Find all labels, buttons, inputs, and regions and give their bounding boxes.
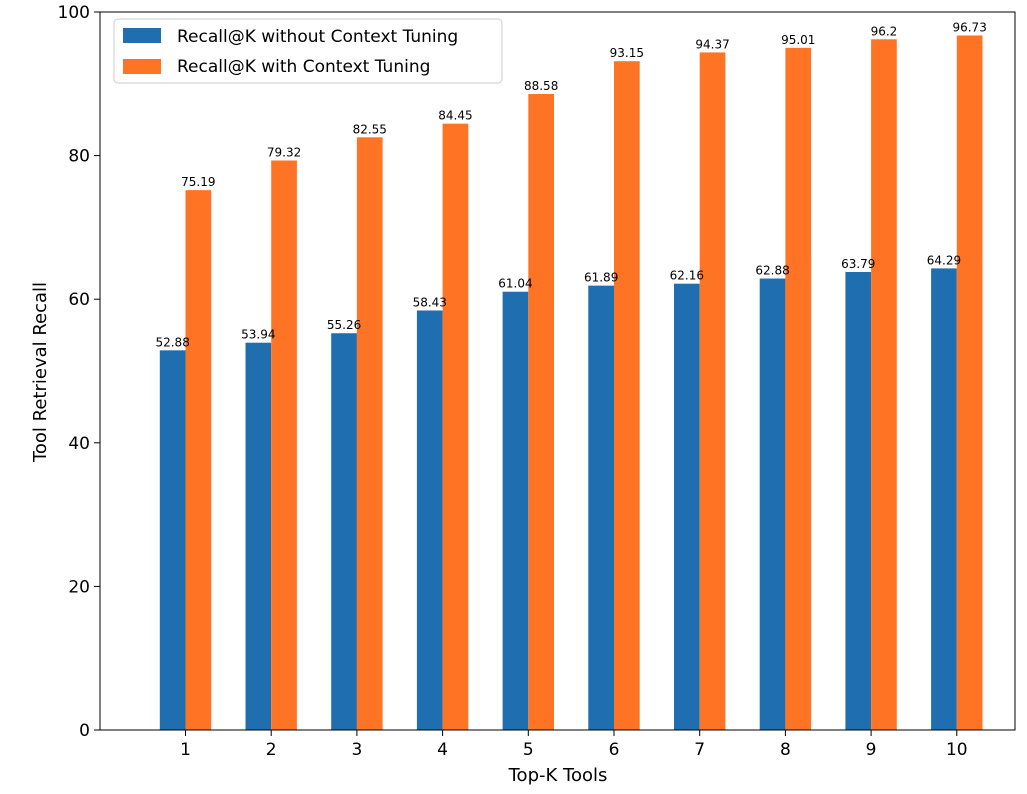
data-label-without-context-tuning-k6: 61.89 [584, 271, 618, 285]
data-label-without-context-tuning-k3: 55.26 [327, 318, 361, 332]
data-label-without-context-tuning-k8: 62.88 [755, 264, 789, 278]
x-tick-label: 7 [694, 740, 705, 760]
y-tick-label: 20 [68, 577, 90, 597]
x-tick-label: 4 [437, 740, 448, 760]
bar-without-context-tuning-k8 [759, 278, 786, 730]
y-tick-label: 100 [58, 3, 90, 23]
legend-swatch-without-context-tuning [123, 28, 161, 43]
x-tick-label: 3 [351, 740, 362, 760]
data-label-without-context-tuning-k2: 53.94 [241, 328, 275, 342]
data-label-without-context-tuning-k9: 63.79 [841, 257, 875, 271]
bar-without-context-tuning-k3 [331, 333, 357, 730]
y-tick-label: 80 [68, 147, 90, 167]
data-label-with-context-tuning-k7: 94.37 [695, 37, 729, 51]
data-label-without-context-tuning-k5: 61.04 [498, 277, 532, 291]
y-tick-label: 40 [68, 434, 90, 454]
data-label-without-context-tuning-k10: 64.29 [927, 253, 961, 267]
bar-without-context-tuning-k7 [674, 283, 700, 730]
data-label-with-context-tuning-k10: 96.73 [952, 20, 986, 34]
bar-without-context-tuning-k10 [931, 268, 957, 730]
data-label-without-context-tuning-k1: 52.88 [155, 335, 189, 349]
bar-with-context-tuning-k6 [614, 61, 640, 731]
y-tick-label: 60 [68, 290, 90, 310]
data-label-with-context-tuning-k9: 96.2 [871, 24, 898, 38]
bar-with-context-tuning-k2 [271, 160, 297, 730]
legend-label-without-context-tuning: Recall@K without Context Tuning [177, 27, 458, 47]
bar-with-context-tuning-k7 [699, 52, 726, 730]
x-tick-label: 1 [180, 740, 191, 760]
data-label-with-context-tuning-k3: 82.55 [353, 122, 387, 136]
bar-with-context-tuning-k9 [871, 39, 897, 731]
x-tick-label: 10 [946, 740, 968, 760]
x-tick-label: 9 [866, 740, 877, 760]
bar-without-context-tuning-k4 [416, 310, 443, 730]
legend-label-with-context-tuning: Recall@K with Context Tuning [177, 57, 430, 77]
data-label-with-context-tuning-k5: 88.58 [524, 79, 558, 93]
bar-with-context-tuning-k3 [356, 137, 383, 730]
data-label-without-context-tuning-k4: 58.43 [413, 295, 447, 309]
bar-with-context-tuning-k8 [785, 47, 812, 731]
x-axis-label: Top-K Tools [508, 765, 608, 786]
bar-without-context-tuning-k6 [588, 285, 614, 730]
bar-without-context-tuning-k1 [159, 350, 186, 730]
bar-without-context-tuning-k9 [845, 271, 872, 730]
bar-with-context-tuning-k10 [956, 35, 983, 731]
bar-with-context-tuning-k4 [442, 123, 469, 731]
y-axis-label: Tool Retrieval Recall [30, 282, 51, 463]
x-tick-label: 8 [780, 740, 791, 760]
x-tick-label: 2 [266, 740, 277, 760]
bar-without-context-tuning-k5 [502, 291, 529, 730]
bar-without-context-tuning-k2 [245, 342, 272, 730]
legend: Recall@K without Context Tuning Recall@K… [113, 18, 503, 84]
data-label-without-context-tuning-k7: 62.16 [670, 269, 704, 283]
legend-swatch-with-context-tuning [123, 59, 161, 74]
bar-with-context-tuning-k5 [528, 93, 554, 730]
y-tick-label: 0 [79, 721, 90, 741]
bar-with-context-tuning-k1 [185, 190, 212, 730]
bars-layer [159, 35, 983, 731]
data-label-with-context-tuning-k4: 84.45 [438, 109, 472, 123]
x-tick-label: 5 [523, 740, 534, 760]
plot-frame [99, 11, 1016, 731]
axes-layer: 0 20 40 60 80 100 1 2 3 4 5 6 7 8 9 10 [58, 3, 1016, 760]
x-tick-label: 6 [609, 740, 620, 760]
data-label-with-context-tuning-k8: 95.01 [781, 33, 815, 47]
data-label-with-context-tuning-k2: 79.32 [267, 145, 301, 159]
legend-frame [113, 18, 503, 84]
data-label-with-context-tuning-k6: 93.15 [610, 46, 644, 60]
data-label-with-context-tuning-k1: 75.19 [181, 175, 215, 189]
data-labels-layer: 52.88 53.94 55.26 58.43 61.04 61.89 62.16 62.88… [155, 20, 986, 349]
